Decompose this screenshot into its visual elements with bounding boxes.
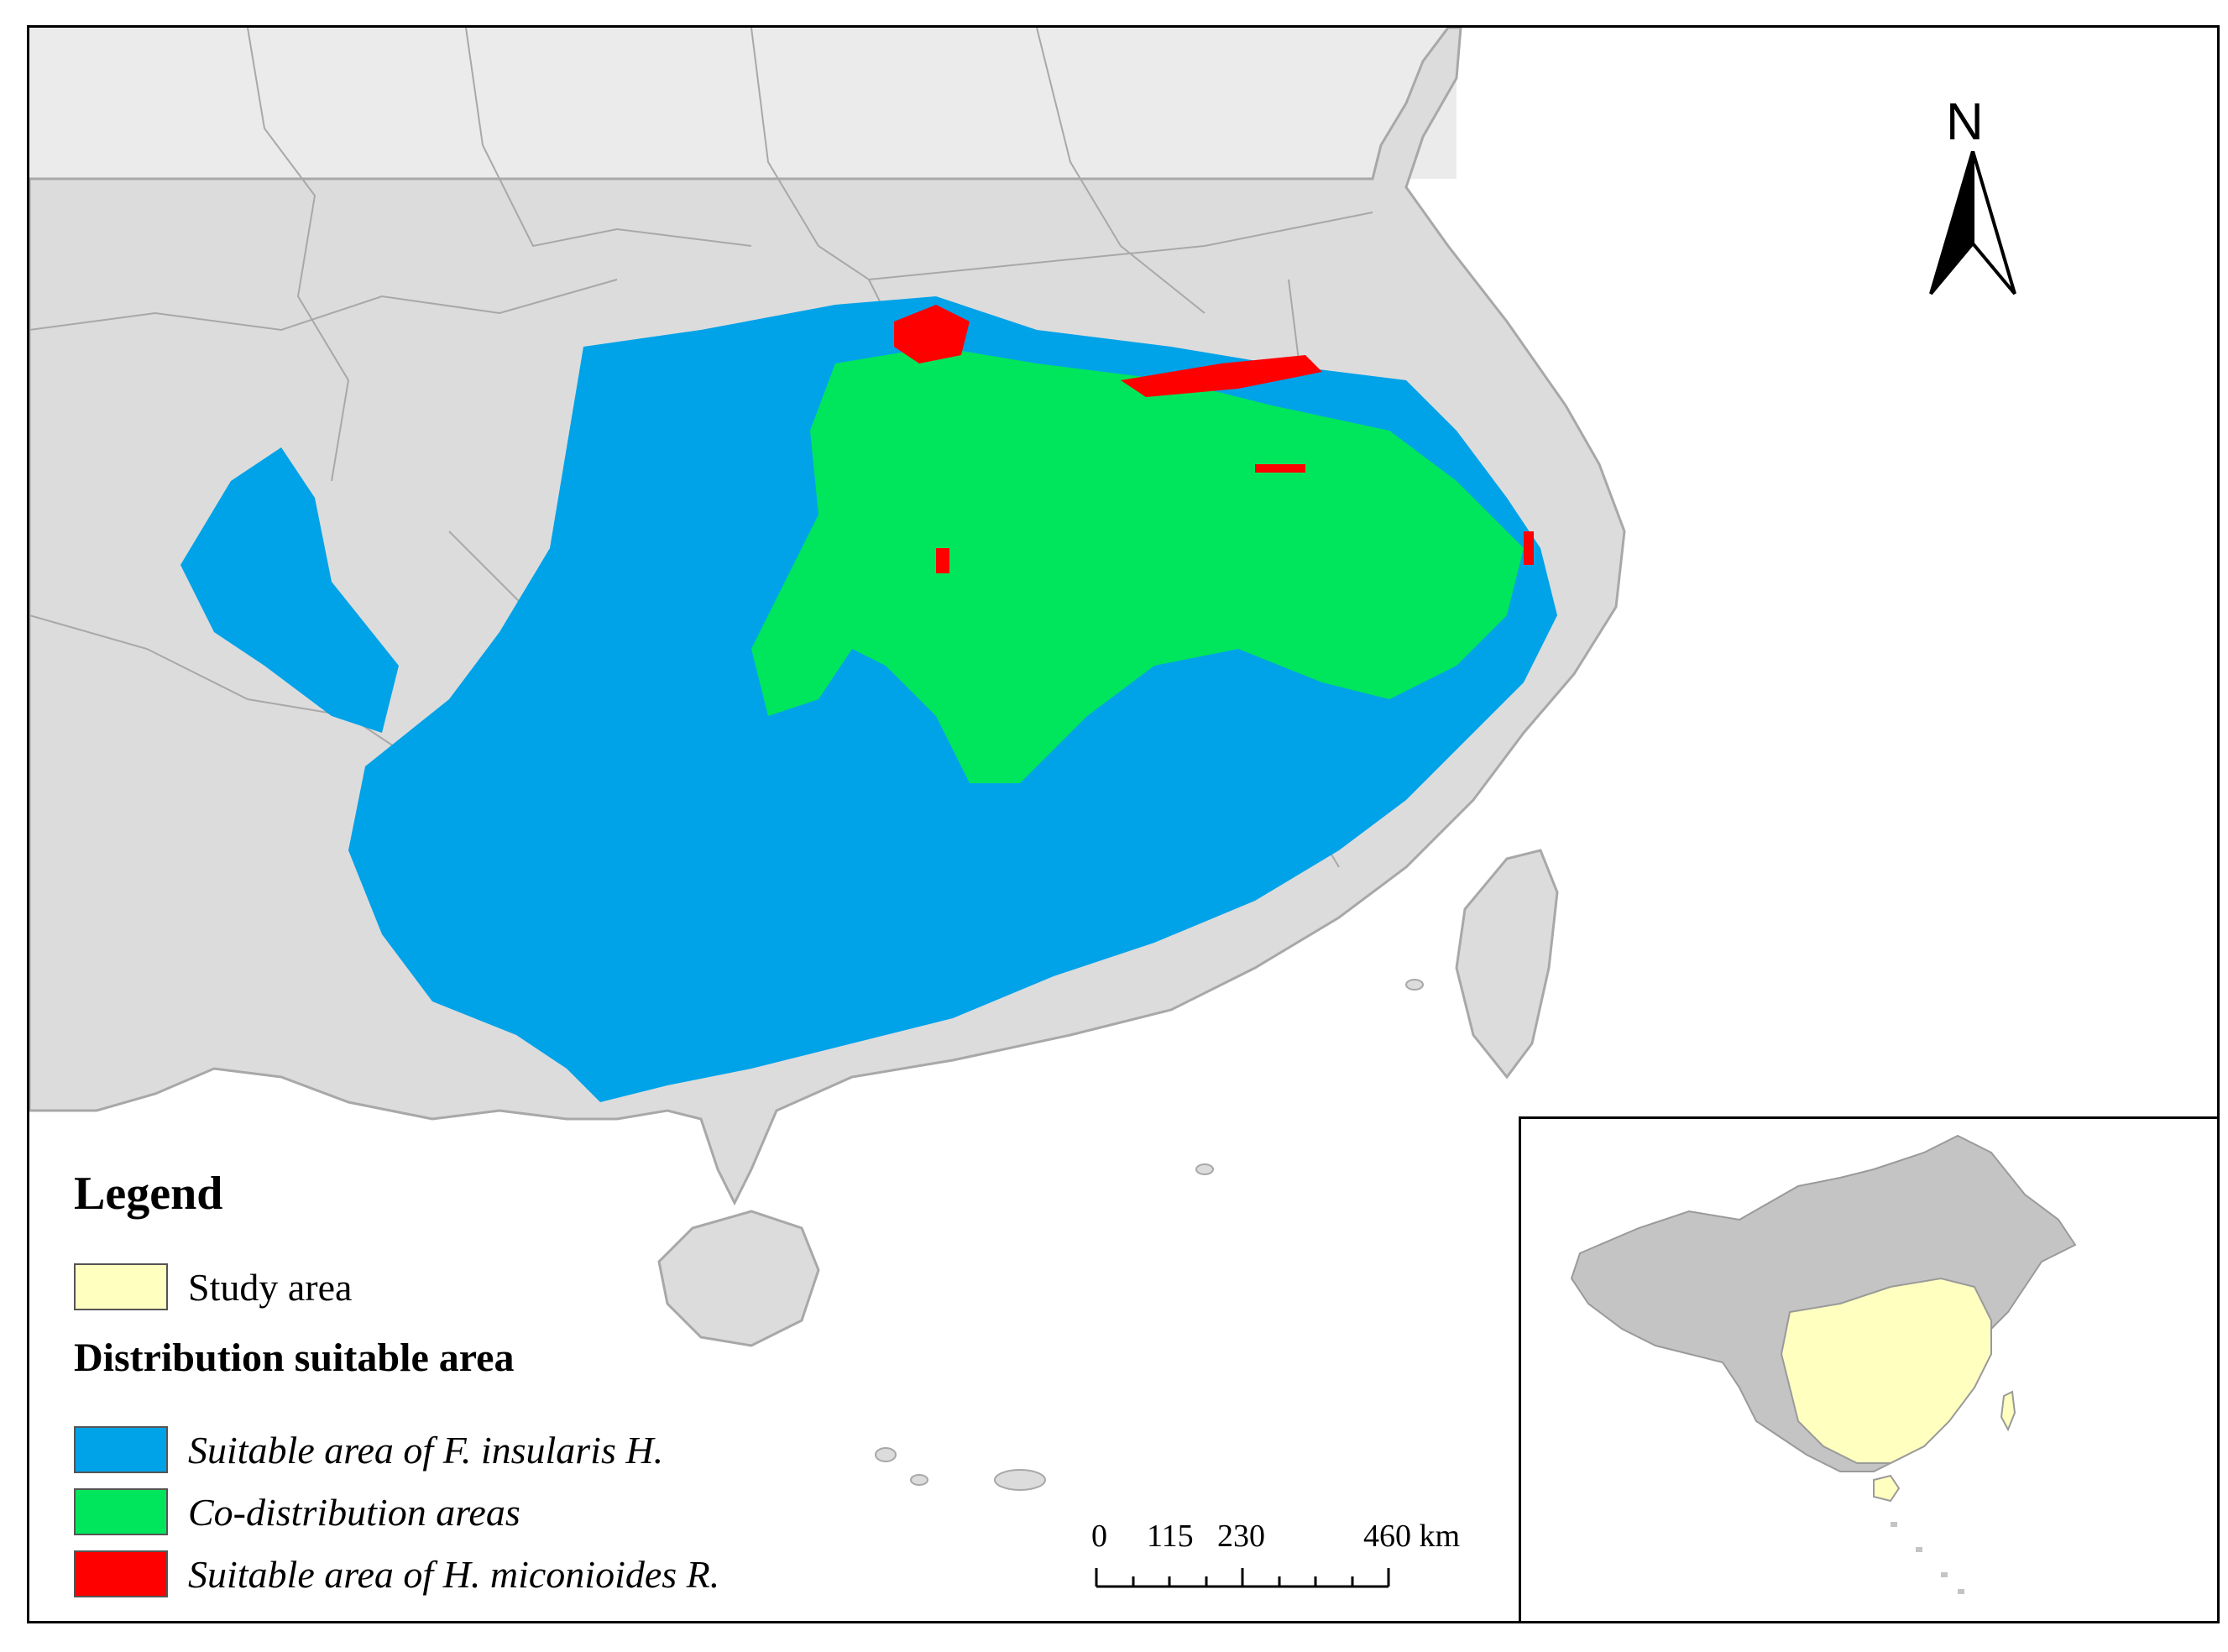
area-h-miconioides — [894, 305, 1534, 573]
inset-hainan — [1873, 1474, 1901, 1503]
main-map — [29, 28, 1626, 1491]
northern-land — [29, 28, 1457, 179]
legend-title: Legend — [74, 1168, 223, 1220]
legend-row-h-miconioides: Suitable area of H. miconioides R. — [74, 1546, 719, 1602]
inset-south-china-sea-islands — [1891, 1522, 1964, 1594]
north-arrow-icon — [1929, 151, 2016, 295]
scale-tick-230: 230 — [1217, 1519, 1265, 1554]
inset-china-map — [1570, 1134, 2077, 1594]
legend-row-co-distribution: Co-distribution areas — [74, 1484, 520, 1540]
area-f-insularis-west — [180, 447, 399, 733]
co-distribution-swatch — [74, 1488, 168, 1535]
h-miconioides-label: Suitable area of H. miconioides R. — [188, 1552, 720, 1596]
scale-tick-0: 0 — [1091, 1519, 1107, 1554]
h-miconioides-swatch — [74, 1550, 168, 1597]
legend-row-f-insularis: Suitable area of F. insularis H. — [74, 1422, 663, 1477]
scale-tick-460: 460 km — [1363, 1519, 1461, 1554]
inset-map — [1519, 1116, 2220, 1623]
hainan-island — [657, 1210, 820, 1347]
f-insularis-swatch — [74, 1426, 168, 1473]
small-islands — [875, 979, 1424, 1491]
scale-bar — [1095, 1568, 1390, 1588]
co-distribution-label: Co-distribution areas — [188, 1490, 520, 1534]
map-frame — [27, 25, 2220, 1623]
inset-study-area — [1780, 1277, 1992, 1464]
study-area-label: Study area — [188, 1265, 353, 1309]
north-label: N — [1946, 93, 1984, 151]
legend-row-study-area: Study area — [74, 1259, 352, 1315]
f-insularis-label: Suitable area of F. insularis H. — [188, 1428, 664, 1472]
inset-taiwan — [2000, 1390, 2016, 1432]
legend-section-title: Distribution suitable area — [74, 1336, 515, 1380]
study-area-swatch — [74, 1263, 168, 1310]
area-co-distribution — [751, 347, 1524, 783]
scale-tick-115: 115 — [1147, 1519, 1194, 1554]
taiwan-island — [1455, 849, 1559, 1080]
